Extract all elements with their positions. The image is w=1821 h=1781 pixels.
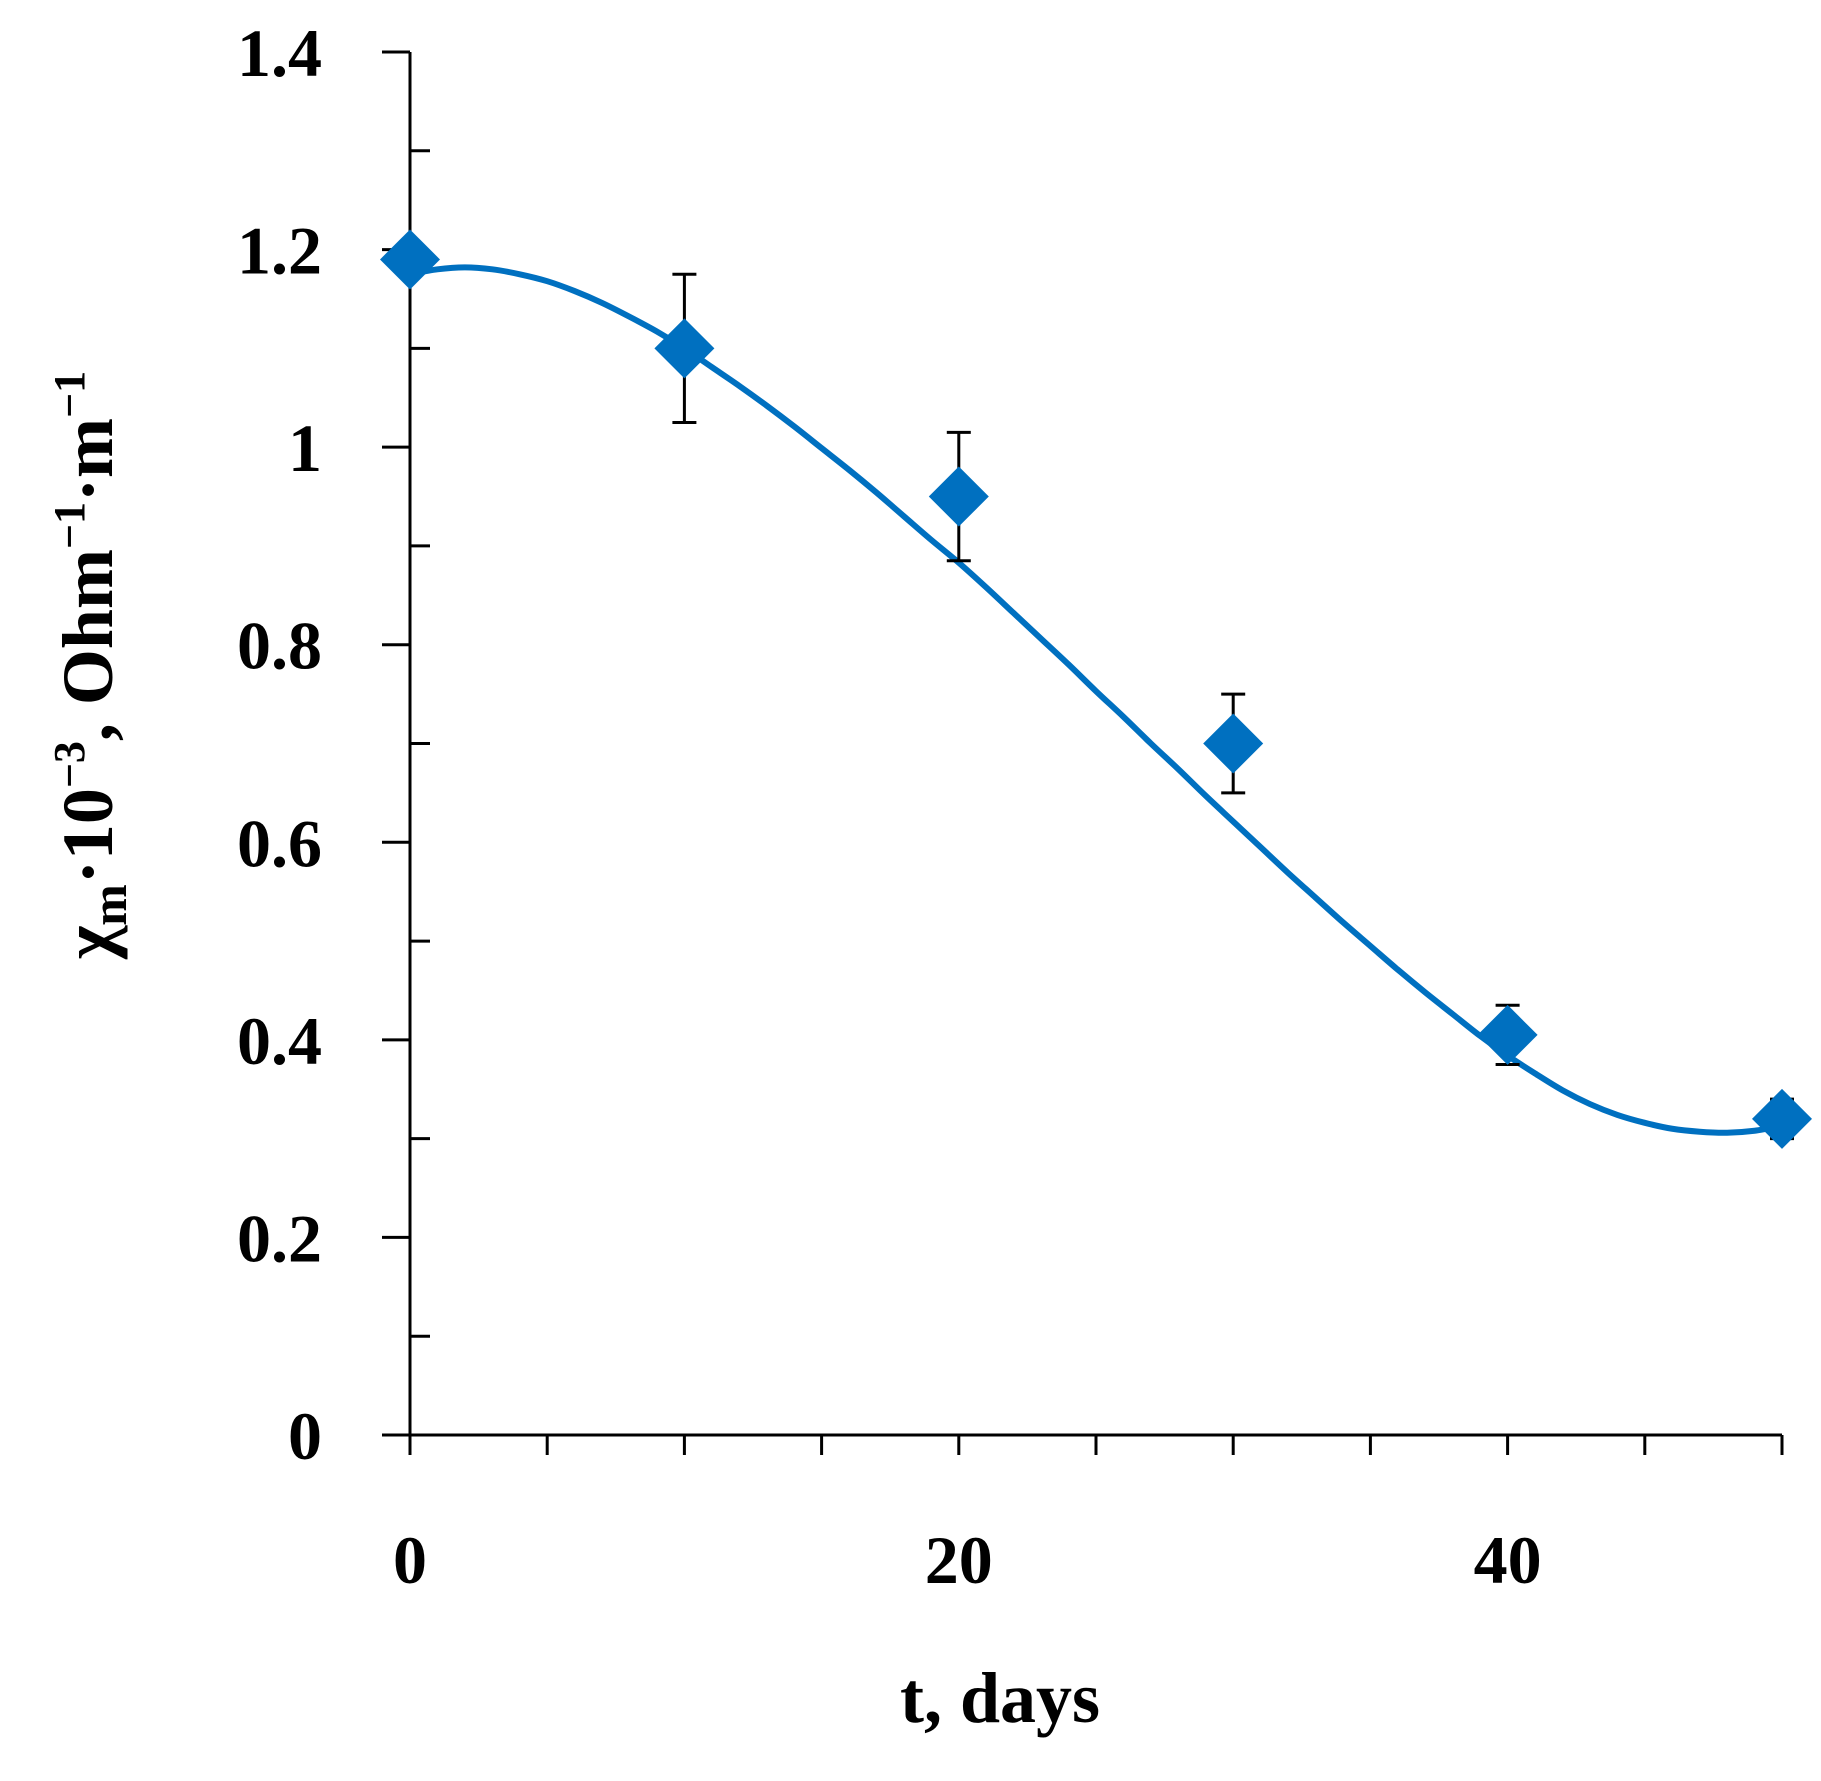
x-tick-label: 0 — [393, 1522, 427, 1598]
tick-labels: 0 0.2 0.4 0.6 0.8 1 1.2 1.4 0 20 40 — [237, 15, 1542, 1598]
data-points — [380, 229, 1812, 1149]
y-tick-label: 0 — [288, 1398, 322, 1474]
y-tick-label: 0.2 — [237, 1200, 322, 1276]
x-tick-label: 20 — [925, 1522, 993, 1598]
y-axis-symbol: χ — [48, 925, 128, 960]
data-point — [654, 318, 715, 379]
ticks — [382, 50, 1784, 1455]
data-point — [380, 229, 440, 290]
data-point — [1203, 713, 1264, 774]
data-point — [928, 466, 989, 527]
y-tick-label: 1.4 — [237, 15, 322, 91]
x-axis-title: t, days — [900, 1658, 1100, 1738]
y-tick-label: 0.4 — [237, 1003, 322, 1079]
y-axis-title: χm·10−3, Ohm−1·m−1 — [45, 371, 137, 960]
trendline-group — [407, 264, 1785, 1136]
y-axis-unit: , Ohm — [48, 549, 128, 741]
y-tick-label: 1.2 — [237, 213, 322, 289]
y-axis-exp2: −1 — [45, 502, 94, 549]
y-axis-exp3: −1 — [45, 371, 94, 418]
data-point — [1477, 1004, 1538, 1065]
y-axis-exp1: −3 — [45, 741, 94, 788]
y-axis-dot-m: ·m — [48, 418, 128, 502]
axes — [408, 52, 1782, 1437]
y-axis-subscript: m — [81, 884, 137, 926]
y-axis-scale: ·10 — [48, 788, 128, 884]
data-point — [1752, 1088, 1812, 1149]
x-tick-label: 40 — [1474, 1522, 1542, 1598]
trendline — [407, 264, 1785, 1136]
y-tick-label: 0.8 — [237, 608, 322, 684]
y-tick-label: 1 — [288, 410, 322, 486]
y-tick-label: 0.6 — [237, 805, 322, 881]
error-bars — [672, 272, 1794, 1141]
